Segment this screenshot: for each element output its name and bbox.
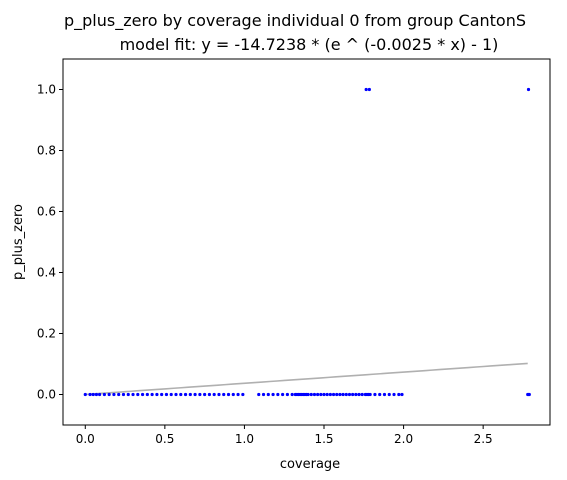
x-tick-label: 2.0 xyxy=(394,432,413,446)
y-tick-label: 1.0 xyxy=(37,83,56,97)
data-point xyxy=(179,392,183,397)
data-point xyxy=(193,392,197,397)
y-tick-label: 0.0 xyxy=(37,388,56,402)
data-point xyxy=(212,392,216,397)
y-axis-label: p_plus_zero xyxy=(11,204,26,280)
data-point xyxy=(316,392,320,397)
y-tick-label: 0.2 xyxy=(37,327,56,341)
chart-title-line-1: p_plus_zero by coverage individual 0 fro… xyxy=(64,11,526,31)
data-point xyxy=(325,392,329,397)
x-tick-label: 2.5 xyxy=(474,432,493,446)
data-point xyxy=(373,392,377,397)
data-point xyxy=(285,392,289,397)
y-tick-label: 0.8 xyxy=(37,144,56,158)
data-point xyxy=(309,392,313,397)
y-tick-label: 0.6 xyxy=(37,205,56,219)
data-point xyxy=(527,392,531,397)
data-point xyxy=(328,392,332,397)
data-point xyxy=(83,392,87,397)
data-point xyxy=(378,392,382,397)
y-axis: 0.0 0.2 0.4 0.6 0.8 1.0 xyxy=(37,83,63,402)
data-point xyxy=(351,392,355,397)
x-tick-label: 1.5 xyxy=(314,432,333,446)
x-axis: 0.0 0.5 1.0 1.5 2.0 2.5 xyxy=(76,425,493,446)
data-point xyxy=(169,392,173,397)
data-point xyxy=(341,392,345,397)
data-point xyxy=(174,392,178,397)
data-point xyxy=(94,392,99,397)
x-axis-label: coverage xyxy=(280,457,340,472)
data-point xyxy=(150,392,154,397)
data-point xyxy=(271,392,275,397)
chart-title-line-2: model fit: y = -14.7238 * (e ^ (-0.0025 … xyxy=(120,35,499,54)
data-point xyxy=(368,392,372,397)
x-tick-label: 1.0 xyxy=(235,432,254,446)
data-point xyxy=(397,392,401,397)
data-point xyxy=(526,87,531,92)
data-point xyxy=(236,392,240,397)
data-point xyxy=(367,87,371,92)
data-point xyxy=(266,392,270,397)
data-point xyxy=(400,392,404,397)
data-point xyxy=(98,392,102,397)
data-point xyxy=(140,392,145,397)
data-point xyxy=(344,392,348,397)
data-point xyxy=(91,392,95,397)
data-point xyxy=(131,392,135,397)
data-point xyxy=(322,392,326,397)
data-point xyxy=(88,392,92,397)
y-tick-label: 0.4 xyxy=(37,266,56,280)
data-point xyxy=(331,392,336,397)
data-point xyxy=(222,392,226,397)
data-point xyxy=(276,392,280,397)
data-point xyxy=(312,392,317,397)
data-point xyxy=(290,392,294,397)
data-point xyxy=(257,392,261,397)
x-tick-label: 0.5 xyxy=(155,432,174,446)
data-point xyxy=(392,392,396,397)
data-point xyxy=(281,392,285,397)
data-point xyxy=(335,392,339,397)
data-point xyxy=(382,392,387,397)
data-point xyxy=(226,392,231,397)
data-point xyxy=(183,392,188,397)
data-point xyxy=(364,87,368,92)
data-point xyxy=(217,392,221,397)
data-point xyxy=(357,392,361,397)
data-point xyxy=(155,392,159,397)
plot-area xyxy=(83,87,531,397)
data-point xyxy=(261,392,266,397)
data-point xyxy=(112,392,116,397)
data-point xyxy=(164,392,169,397)
data-point xyxy=(347,392,352,397)
data-point xyxy=(354,392,358,397)
data-point xyxy=(319,392,323,397)
axes-frame xyxy=(62,58,551,426)
data-point xyxy=(231,392,235,397)
fit-line xyxy=(85,362,528,396)
data-point xyxy=(207,392,212,397)
data-point xyxy=(145,392,149,397)
data-point xyxy=(136,392,140,397)
data-point xyxy=(338,392,342,397)
data-point xyxy=(387,392,391,397)
data-point xyxy=(241,392,245,397)
data-point xyxy=(102,392,106,397)
data-point xyxy=(107,392,111,397)
x-tick-label: 0.0 xyxy=(76,432,95,446)
data-point xyxy=(360,392,364,397)
data-point xyxy=(306,392,310,397)
data-point xyxy=(126,392,130,397)
data-point xyxy=(203,392,207,397)
data-point xyxy=(121,392,126,397)
data-point xyxy=(117,392,121,397)
data-point xyxy=(160,392,164,397)
data-point xyxy=(198,392,202,397)
data-point xyxy=(188,392,192,397)
